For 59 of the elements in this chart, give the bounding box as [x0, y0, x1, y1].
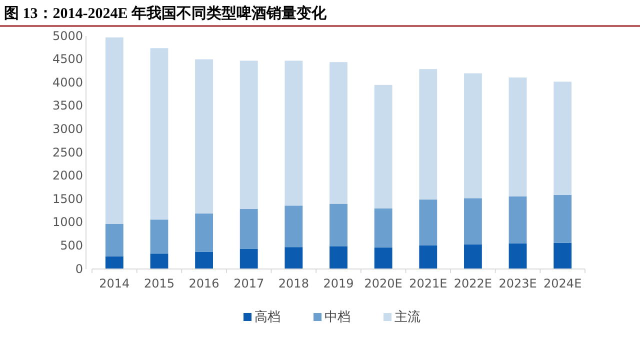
legend-label: 高档 [254, 309, 280, 325]
x-tick-label: 2014 [99, 276, 130, 291]
y-tick-label: 0 [75, 262, 83, 276]
bar [330, 246, 348, 269]
bar [464, 244, 482, 269]
bar [330, 62, 348, 204]
bar [554, 194, 572, 243]
x-tick-label: 2019 [323, 276, 354, 291]
bar [419, 245, 438, 269]
bar [105, 224, 124, 256]
x-tick-label: 2015 [144, 276, 174, 291]
bar [464, 198, 482, 244]
bar [374, 208, 392, 248]
x-tick-label: 2017 [234, 276, 264, 291]
x-tick-label: 2024E [544, 276, 582, 291]
bar [508, 77, 527, 196]
bar [374, 248, 392, 269]
y-tick-label: 2000 [52, 168, 83, 183]
bar [374, 84, 392, 208]
x-tick-label: 2023E [498, 276, 537, 291]
bar [284, 60, 303, 206]
bar [330, 204, 348, 246]
legend-label: 主流 [394, 309, 420, 325]
bar [150, 254, 168, 269]
bar [508, 243, 527, 269]
y-tick-label: 500 [60, 238, 83, 253]
bar [284, 247, 303, 269]
bar [240, 60, 258, 209]
y-tick-label: 3000 [52, 122, 83, 136]
bar [419, 200, 438, 246]
y-tick-label: 2500 [52, 145, 83, 160]
y-tick-label: 1500 [52, 192, 83, 206]
bar [554, 242, 572, 269]
bar [105, 256, 124, 269]
bar [195, 214, 214, 252]
bar [284, 206, 303, 248]
bar [464, 73, 482, 198]
x-tick-label: 2016 [188, 276, 220, 291]
y-tick-label: 1000 [52, 215, 83, 230]
bar [150, 48, 168, 220]
bar [240, 248, 258, 269]
bar [419, 69, 438, 200]
bar [195, 59, 214, 214]
x-tick-label: 2018 [278, 276, 309, 291]
x-tick-label: 2022E [454, 276, 492, 291]
bar [508, 196, 527, 244]
y-tick-label: 3500 [52, 98, 83, 113]
bar [150, 220, 168, 254]
bar [554, 82, 572, 195]
bar [105, 37, 124, 224]
y-tick-label: 4500 [52, 52, 83, 66]
bar [195, 252, 214, 269]
x-tick-label: 2020E [364, 276, 402, 291]
legend-label: 中档 [324, 310, 350, 325]
chart-title: 图 13：2014-2024E 年我国不同类型啤酒销量变化 [4, 4, 328, 22]
y-tick-label: 5000 [52, 28, 83, 43]
y-tick-label: 4000 [52, 75, 83, 90]
bar [240, 208, 258, 249]
x-tick-label: 2021E [409, 276, 448, 291]
